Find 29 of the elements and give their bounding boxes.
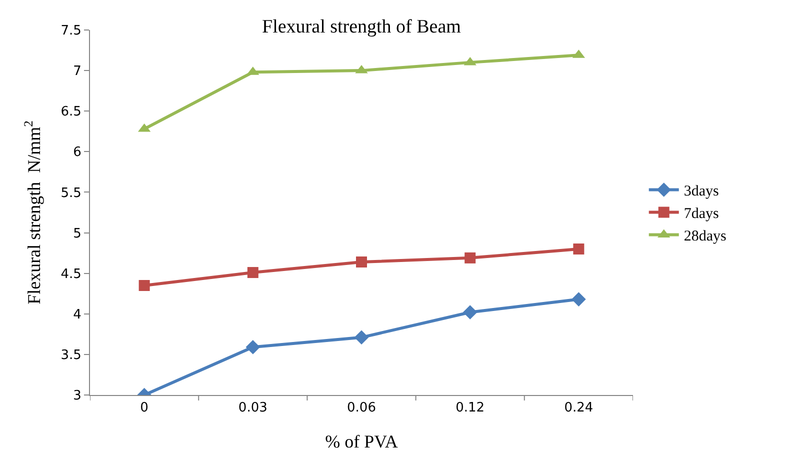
x-tick-label: 0.24 [564,400,594,416]
point [354,330,369,345]
y-tick-label: 6.5 [60,104,82,120]
legend-label: 3days [684,184,720,200]
point [247,267,258,278]
y-tick-label: 7 [73,64,82,80]
y-tick-label: 3.5 [60,348,82,363]
point [464,252,476,264]
y-tick-label: 3 [73,388,82,404]
point [573,244,584,254]
point [356,256,367,268]
point [462,305,478,320]
legend-label: 7days [684,206,720,222]
y-tick-label: 7.5 [60,24,82,39]
y-tick-label: 4.5 [60,266,82,282]
y-tick-label: 5.5 [60,186,82,201]
x-tick-label: 0.12 [456,400,485,416]
x-tick-label: 0.06 [347,400,376,416]
y-tick-label: 4 [73,307,82,322]
point [246,340,260,354]
x-tick-label: 0 [140,400,148,416]
x-tick-label: 0.03 [238,400,268,416]
y-tick-label: 5 [73,226,82,242]
x-axis-title: % of PVA [325,432,398,452]
point [572,292,586,306]
point [138,280,150,291]
legend-label: 28days [684,228,727,245]
y-tick-label: 6 [73,145,82,160]
chart-title: Flexural strength of Beam [262,16,462,38]
